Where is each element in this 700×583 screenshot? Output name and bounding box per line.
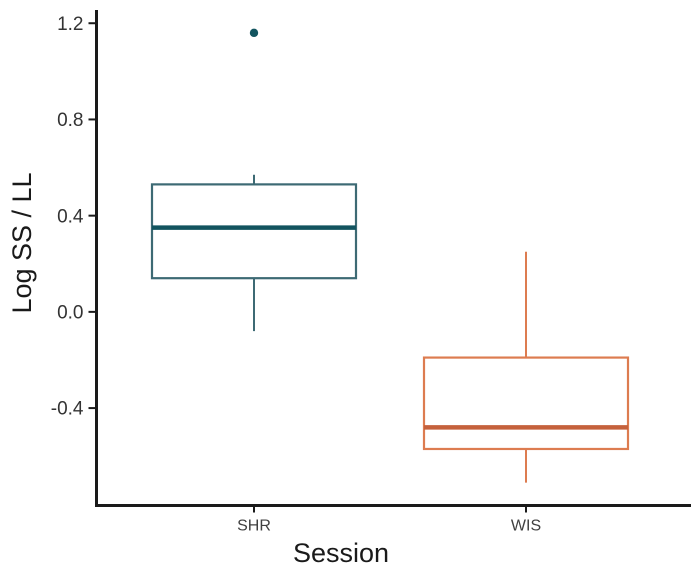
x-axis-title: Session [293, 538, 389, 568]
y-tick-label: 1.2 [57, 14, 83, 35]
x-tick-label: WIS [511, 518, 541, 535]
y-tick-label: -0.4 [51, 399, 84, 420]
y-tick-label: 0.4 [57, 206, 84, 227]
x-tick-label: SHR [237, 518, 271, 535]
y-tick-label: 0.0 [57, 303, 83, 324]
y-axis-title: Log SS / LL [7, 172, 37, 313]
outlier-point-SHR [249, 28, 259, 38]
plot-layer: -0.4 0.0 0.4 0.8 1.2 SHR WIS [51, 10, 691, 535]
y-tick-label: 0.8 [57, 110, 83, 131]
box-WIS [422, 356, 630, 451]
box-SHR [150, 183, 358, 280]
